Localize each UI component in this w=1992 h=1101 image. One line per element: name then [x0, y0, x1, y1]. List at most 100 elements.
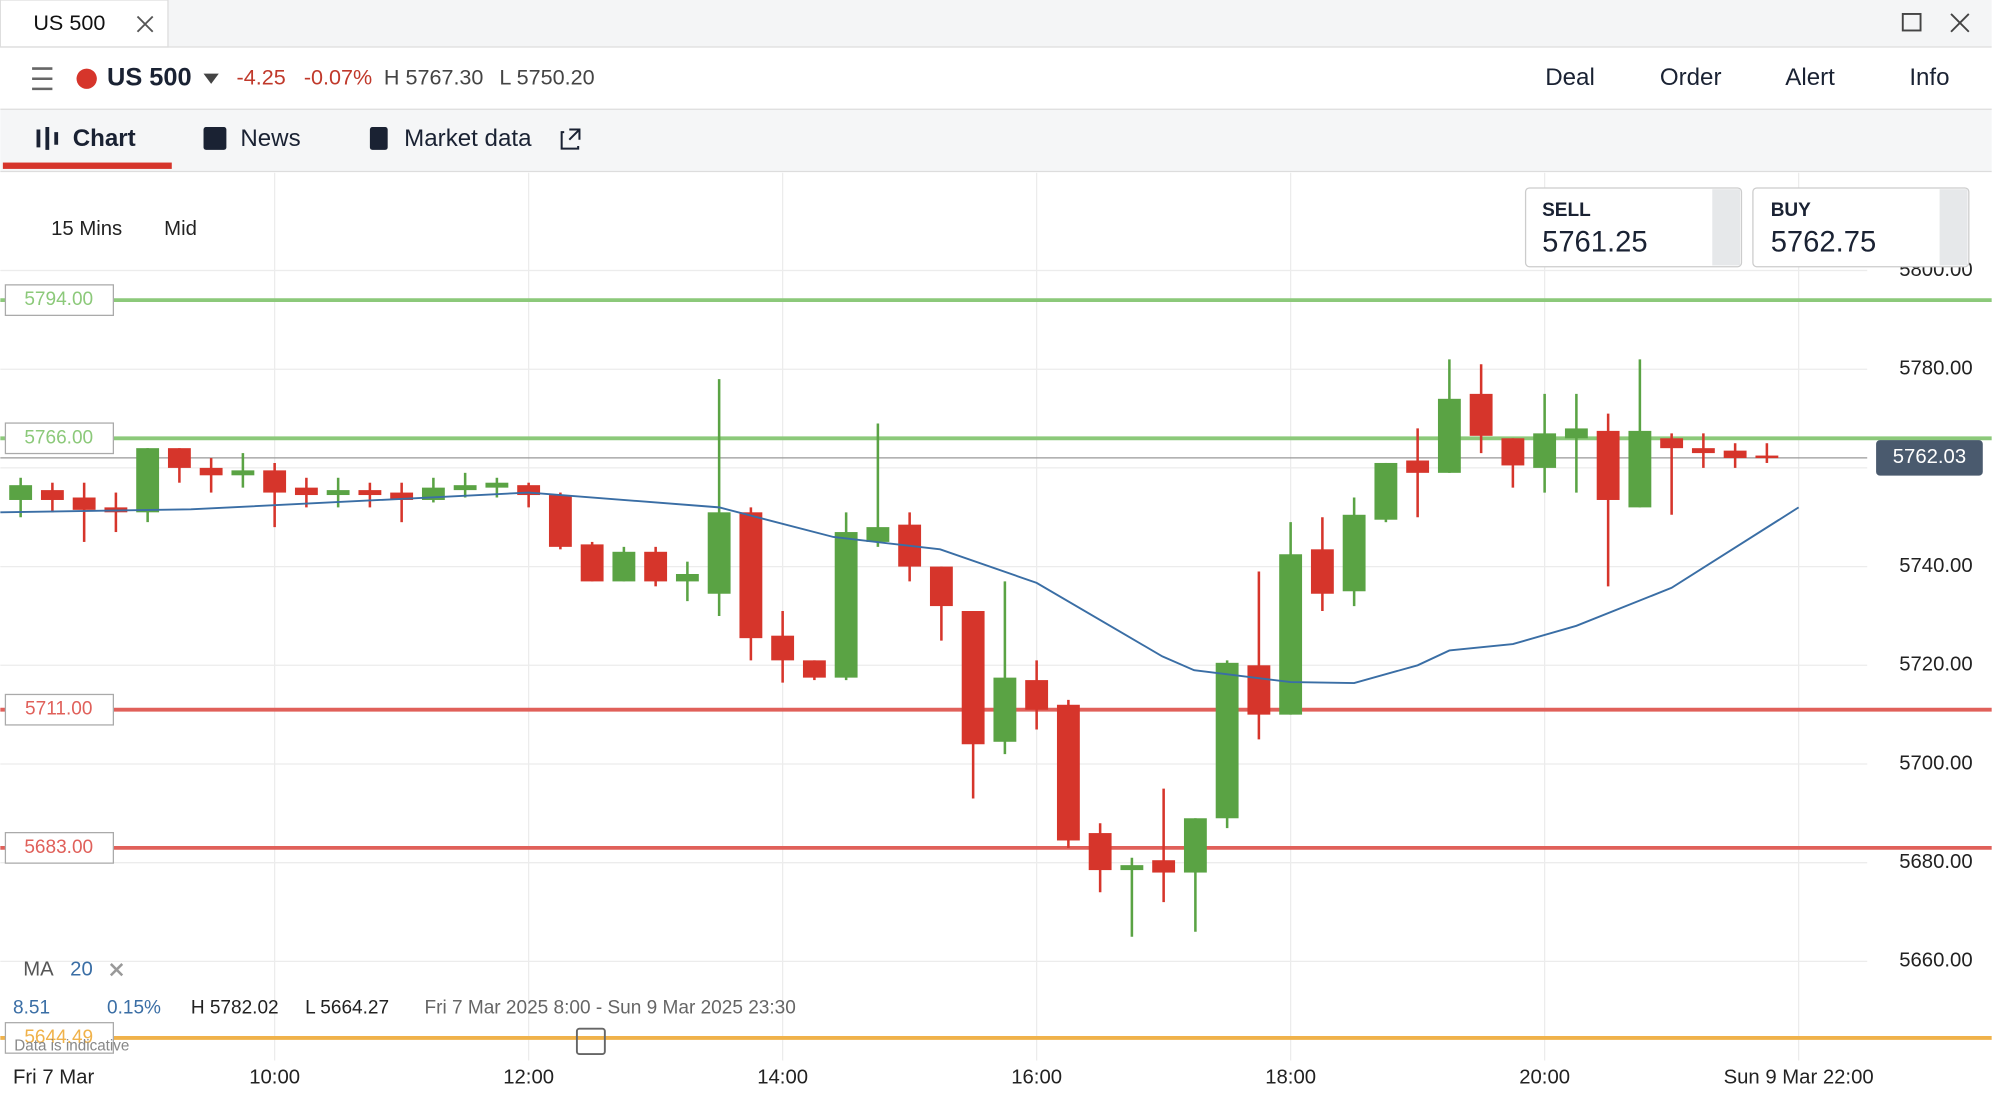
tab[interactable] — [0, 0, 169, 48]
level-label: 5683.00 — [24, 837, 93, 858]
candle-body — [612, 551, 636, 582]
tab-bar — [0, 109, 1992, 172]
ma-value: 8.51 — [13, 997, 50, 1018]
x-tick-label: 18:00 — [1265, 1067, 1316, 1089]
candle-body — [294, 487, 318, 496]
candle-body — [739, 512, 763, 639]
buy-label: BUY — [1771, 200, 1811, 221]
buy-button[interactable] — [1752, 187, 1970, 268]
candle-body — [675, 573, 699, 582]
price-type[interactable]: Mid — [164, 218, 197, 240]
candle-body — [1152, 860, 1176, 873]
candle-body — [1374, 462, 1398, 520]
level-label-box — [4, 284, 114, 316]
candle-body — [485, 482, 509, 488]
action[interactable]: Order — [1660, 64, 1722, 91]
candle-body — [231, 470, 255, 476]
change-pct: -0.07% — [304, 64, 372, 89]
candle-body — [1025, 680, 1049, 710]
status-dot — [76, 68, 97, 89]
level-label-box — [4, 832, 114, 864]
interval[interactable]: 15 Mins — [51, 218, 122, 240]
ma-name: MA — [23, 959, 54, 981]
external-icon — [560, 128, 581, 150]
buy-price: 5762.75 — [1771, 227, 1877, 259]
news-icon — [203, 126, 227, 150]
candle-body — [263, 470, 287, 493]
candle-body — [40, 490, 64, 500]
candle-body — [1628, 430, 1652, 508]
action[interactable]: Info — [1909, 64, 1949, 91]
candle-body — [1247, 665, 1271, 715]
candle-body — [1533, 433, 1557, 468]
level-label-box — [4, 422, 114, 455]
sell-label: SELL — [1542, 200, 1591, 221]
candle-body — [548, 495, 572, 547]
level-label: 5644.49 — [24, 1027, 93, 1048]
candle-body — [1691, 448, 1715, 454]
active-tab-underline — [2, 162, 172, 169]
title-bar — [0, 0, 1992, 47]
x-tick-label: 12:00 — [503, 1067, 554, 1089]
candle-body — [1755, 455, 1779, 459]
candle-body — [199, 467, 223, 476]
y-tick-label: 5780.00 — [1899, 358, 1972, 380]
level-label-box — [4, 1022, 114, 1054]
candle-body — [136, 448, 160, 513]
candle-body — [1215, 662, 1239, 819]
candle-body — [1437, 398, 1461, 473]
candle-body — [1120, 865, 1144, 871]
candle-body — [1406, 460, 1430, 473]
last-price-label: 5762.03 — [1893, 446, 1966, 468]
candle-body — [1342, 514, 1366, 592]
instrument[interactable]: US 500 — [107, 63, 192, 91]
dropdown[interactable] — [203, 73, 219, 84]
tab-title: US 500 — [33, 10, 105, 35]
action[interactable]: Alert — [1785, 64, 1835, 91]
day-high: H 5767.30 — [384, 64, 484, 89]
market-icon — [369, 126, 388, 150]
level-label-box — [4, 693, 114, 726]
candle-body — [72, 497, 96, 510]
x-tick-label: 10:00 — [249, 1067, 300, 1089]
y-tick-label: 5660.00 — [1899, 950, 1972, 972]
maximize[interactable] — [1901, 13, 1922, 32]
candle-body — [1469, 393, 1493, 436]
x-tick-label: 20:00 — [1519, 1067, 1570, 1089]
sell-price: 5761.25 — [1542, 227, 1648, 259]
tab-news[interactable]: News — [240, 125, 300, 152]
calendar-icon[interactable] — [575, 1027, 606, 1056]
remove-ma[interactable] — [109, 963, 124, 977]
level-label: 5711.00 — [25, 699, 92, 720]
last-price-box — [1876, 440, 1983, 476]
candle-body — [1723, 450, 1747, 459]
action[interactable]: Deal — [1545, 64, 1595, 91]
candle-body — [167, 448, 191, 468]
candle-body — [1279, 554, 1303, 715]
candle-body — [707, 512, 731, 594]
candle-body — [834, 532, 858, 678]
candle-body — [929, 566, 953, 607]
candle-body — [390, 492, 414, 500]
candle-body — [866, 527, 890, 542]
plot: Fri 7 Mar 10:00 12:00 14:00 16:00 18:00 20:00 S… — [0, 172, 1992, 1089]
candle-body — [993, 677, 1017, 742]
candle-body — [9, 485, 33, 500]
tab-chart[interactable]: Chart — [73, 125, 136, 152]
close-tab[interactable] — [136, 15, 154, 33]
candle-body — [1056, 704, 1080, 841]
level-label: 5766.00 — [24, 427, 93, 448]
tab-market-data[interactable]: Market data — [404, 125, 532, 152]
menu[interactable] — [32, 67, 53, 91]
level-label: 5794.00 — [24, 289, 93, 310]
x-tick-label: Sun 9 Mar 22:00 — [1724, 1067, 1874, 1089]
day-low: L 5750.20 — [499, 64, 594, 89]
ma-line — [0, 491, 1800, 685]
period-high: H 5782.02 — [191, 997, 279, 1018]
sell-button[interactable] — [1524, 187, 1743, 268]
candle-body — [326, 490, 350, 496]
candle-body — [1088, 833, 1112, 871]
close-window[interactable] — [1950, 13, 1970, 33]
